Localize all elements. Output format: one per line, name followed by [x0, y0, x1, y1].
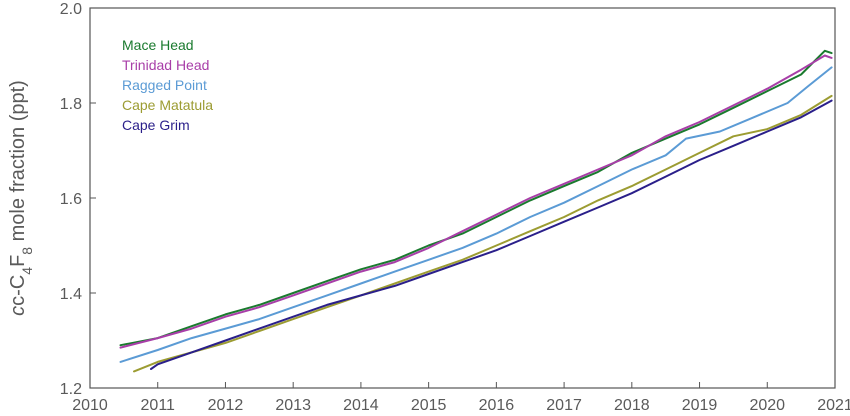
x-tick-label-2015: 2015	[411, 397, 447, 414]
x-tick-label-2020: 2020	[749, 397, 785, 414]
series-line-cape-matatula	[133, 94, 833, 373]
y-axis-label-sub2: 8	[19, 247, 35, 255]
x-tick-label-2013: 2013	[275, 397, 311, 414]
y-axis-label-mid: F	[7, 255, 29, 267]
x-tick-label-2010: 2010	[72, 397, 108, 414]
series-line-trinidad-head	[119, 54, 833, 349]
x-tick-label-2019: 2019	[682, 397, 718, 414]
x-tick-label-2016: 2016	[479, 397, 515, 414]
x-tick-label-2018: 2018	[614, 397, 650, 414]
legend-label-cape-matatula: Cape Matatula	[122, 97, 213, 113]
plot-frame	[89, 7, 836, 389]
y-tick-label-1.4: 1.4	[60, 286, 82, 303]
legend-label-mace-head: Mace Head	[122, 37, 194, 53]
legend-label-ragged-point: Ragged Point	[122, 77, 207, 93]
y-axis-label: cc-C4F8 mole fraction (ppt)	[7, 80, 35, 316]
legend-label-trinidad-head: Trinidad Head	[122, 57, 209, 73]
x-tick-label-2014: 2014	[343, 397, 379, 414]
legend-label-cape-grim: Cape Grim	[122, 117, 190, 133]
y-tick-label-2.0: 2.0	[60, 1, 82, 18]
y-tick-label-1.2: 1.2	[60, 381, 82, 398]
y-axis-label-suffix: mole fraction (ppt)	[7, 80, 29, 247]
x-axis-ticks: 2010 2011 2012 2013 2014 2015 2016 2017 2018 2019…	[72, 382, 850, 414]
series-line-ragged-point	[119, 66, 833, 363]
x-tick-label-2017: 2017	[546, 397, 582, 414]
x-tick-label-2011: 2011	[141, 397, 176, 414]
y-axis-label-prefix: c-C	[7, 275, 29, 306]
x-tick-label-2021: 2021	[817, 397, 850, 414]
series-line-mace-head	[119, 49, 833, 347]
series-layer	[119, 49, 833, 373]
y-tick-label-1.8: 1.8	[60, 96, 82, 113]
series-line-cape-grim	[150, 99, 833, 370]
y-tick-label-1.6: 1.6	[60, 191, 82, 208]
x-tick-label-2012: 2012	[208, 397, 244, 414]
y-axis-label-sub1: 4	[19, 267, 35, 275]
legend: Mace Head Trinidad Head Ragged Point Cape M…	[122, 37, 213, 133]
